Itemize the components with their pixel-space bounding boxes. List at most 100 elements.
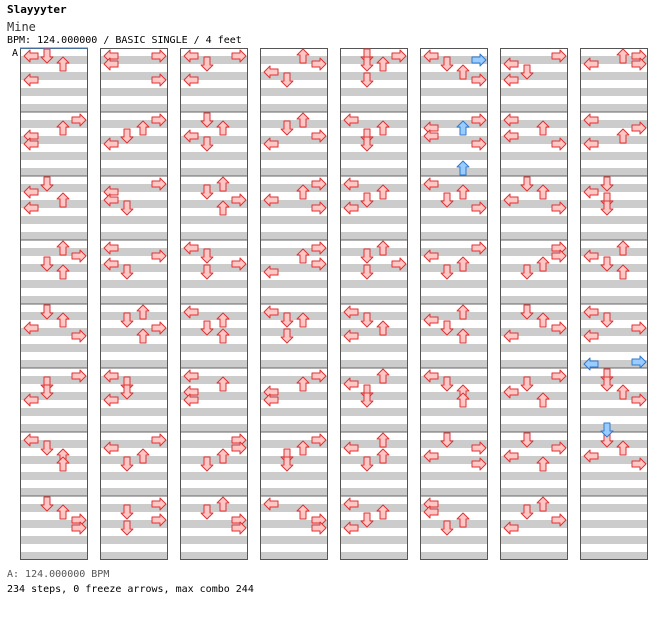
beat-band <box>340 296 408 304</box>
chart-column <box>20 48 88 560</box>
up-arrow-icon <box>456 256 470 272</box>
right-arrow-icon <box>551 137 567 151</box>
beat-band <box>500 72 568 80</box>
beat-band <box>20 424 88 432</box>
up-arrow-icon <box>56 456 70 472</box>
beat-band <box>580 248 648 256</box>
right-arrow-icon <box>471 457 487 471</box>
beat-band <box>420 536 488 544</box>
beat-band <box>420 392 488 400</box>
right-arrow-icon <box>471 137 487 151</box>
up-arrow-icon <box>456 304 470 320</box>
beat-band <box>420 104 488 112</box>
up-arrow-icon <box>296 440 310 456</box>
down-arrow-icon <box>280 456 294 472</box>
right-arrow-icon <box>311 241 327 255</box>
beat-band <box>580 344 648 352</box>
beat-band <box>20 520 88 528</box>
beat-band <box>580 184 648 192</box>
beat-band <box>20 280 88 288</box>
beat-band <box>500 104 568 112</box>
beat-band <box>20 344 88 352</box>
down-arrow-icon <box>120 504 134 520</box>
down-arrow-icon <box>280 328 294 344</box>
beat-band <box>20 152 88 160</box>
beat-band <box>500 520 568 528</box>
beat-band <box>500 216 568 224</box>
down-arrow-icon <box>600 256 614 272</box>
beat-band <box>20 360 88 368</box>
down-arrow-icon <box>360 136 374 152</box>
beat-band <box>20 56 88 64</box>
down-arrow-icon <box>40 496 54 512</box>
left-arrow-icon <box>583 57 599 71</box>
beat-band <box>420 248 488 256</box>
beat-band <box>420 488 488 496</box>
down-arrow-icon <box>120 200 134 216</box>
down-arrow-icon <box>360 248 374 264</box>
left-arrow-icon <box>583 305 599 319</box>
beat-band <box>420 440 488 448</box>
up-arrow-icon <box>56 504 70 520</box>
beat-band <box>20 440 88 448</box>
beat-band <box>180 328 248 336</box>
right-arrow-icon <box>311 369 327 383</box>
up-arrow-icon <box>56 240 70 256</box>
chart-info-line: BPM: 124.000000 / BASIC SINGLE / 4 feet <box>7 35 242 46</box>
up-arrow-icon <box>216 448 230 464</box>
beat-band <box>580 216 648 224</box>
beat-band <box>580 152 648 160</box>
beat-band <box>340 520 408 528</box>
down-arrow-icon <box>200 136 214 152</box>
beat-band <box>580 312 648 320</box>
beat-band <box>180 232 248 240</box>
left-arrow-icon <box>343 201 359 215</box>
beat-band <box>260 168 328 176</box>
beat-band <box>500 120 568 128</box>
up-arrow-icon <box>296 112 310 128</box>
beat-band <box>500 152 568 160</box>
beat-band <box>260 200 328 208</box>
bpm-marker-label: A <box>12 48 18 59</box>
beat-band <box>500 456 568 464</box>
down-arrow-icon <box>520 432 534 448</box>
down-arrow-icon <box>200 56 214 72</box>
beat-band <box>580 536 648 544</box>
beat-band <box>420 408 488 416</box>
up-arrow-icon <box>536 184 550 200</box>
right-arrow-icon-special <box>631 355 647 369</box>
left-arrow-icon <box>343 113 359 127</box>
beat-band <box>500 344 568 352</box>
beat-band <box>580 504 648 512</box>
beat-band <box>100 488 168 496</box>
left-arrow-icon <box>103 57 119 71</box>
down-arrow-icon <box>280 120 294 136</box>
beat-band <box>420 296 488 304</box>
up-arrow-icon <box>296 376 310 392</box>
right-arrow-icon <box>311 201 327 215</box>
down-arrow-icon <box>280 72 294 88</box>
beat-band <box>20 168 88 176</box>
left-arrow-icon <box>503 521 519 535</box>
beat-band <box>580 392 648 400</box>
beat-band <box>580 232 648 240</box>
right-arrow-icon <box>151 73 167 87</box>
down-arrow-icon <box>200 264 214 280</box>
down-arrow-icon <box>440 376 454 392</box>
left-arrow-icon <box>263 305 279 319</box>
down-arrow-icon <box>440 56 454 72</box>
beat-band <box>20 248 88 256</box>
up-arrow-icon <box>376 448 390 464</box>
beat-band <box>100 264 168 272</box>
beat-band <box>20 264 88 272</box>
beat-band <box>20 296 88 304</box>
beat-band <box>180 472 248 480</box>
left-arrow-icon <box>103 393 119 407</box>
up-arrow-icon <box>536 256 550 272</box>
beat-band <box>500 312 568 320</box>
right-arrow-icon <box>151 433 167 447</box>
down-arrow-icon <box>520 504 534 520</box>
down-arrow-icon <box>360 392 374 408</box>
beat-band <box>180 184 248 192</box>
beat-band <box>20 88 88 96</box>
